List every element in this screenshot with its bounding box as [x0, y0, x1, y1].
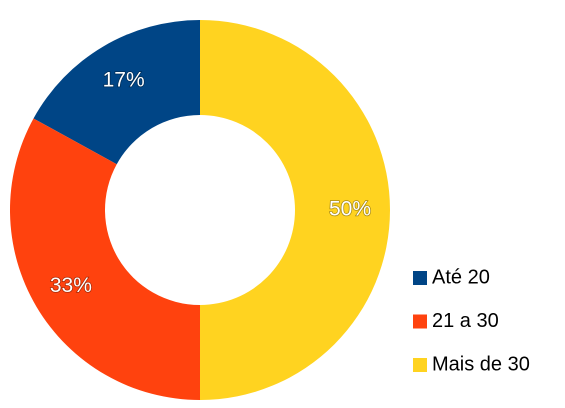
- value-label: 50%: [329, 198, 371, 221]
- value-label: 33%: [50, 274, 92, 297]
- legend-swatch: [413, 271, 427, 285]
- value-label: 17%: [103, 68, 145, 91]
- legend-swatch: [413, 314, 427, 329]
- donut-slice: [200, 20, 390, 400]
- donut-slice: [33, 20, 200, 165]
- legend-label: Mais de 30: [432, 353, 530, 375]
- legend-swatch: [413, 358, 427, 372]
- donut-slice: [9, 118, 200, 401]
- legend-label: 21 a 30: [432, 310, 499, 332]
- legend-label: Até 20: [432, 266, 490, 288]
